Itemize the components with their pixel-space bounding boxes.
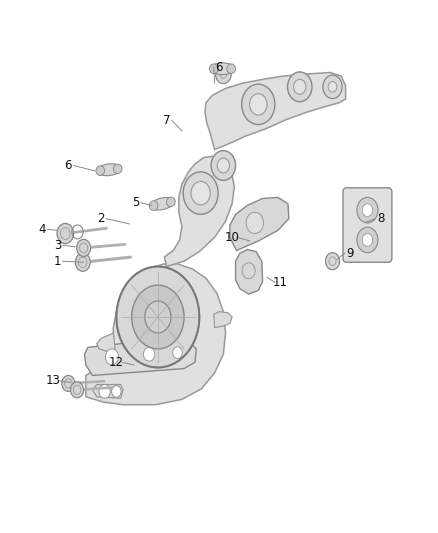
Circle shape bbox=[173, 347, 182, 359]
Text: 6: 6 bbox=[65, 159, 72, 172]
Circle shape bbox=[112, 385, 121, 397]
Circle shape bbox=[211, 151, 236, 180]
Ellipse shape bbox=[97, 164, 121, 176]
Polygon shape bbox=[86, 264, 226, 405]
Circle shape bbox=[215, 64, 231, 84]
Text: 7: 7 bbox=[163, 114, 170, 127]
Ellipse shape bbox=[166, 197, 175, 207]
Polygon shape bbox=[236, 249, 263, 294]
Circle shape bbox=[71, 382, 84, 398]
Ellipse shape bbox=[211, 63, 234, 75]
Circle shape bbox=[62, 375, 75, 391]
Ellipse shape bbox=[209, 64, 218, 74]
Circle shape bbox=[77, 239, 91, 256]
Text: 9: 9 bbox=[346, 247, 354, 260]
Text: 1: 1 bbox=[54, 255, 61, 268]
Circle shape bbox=[145, 301, 171, 333]
Text: 10: 10 bbox=[225, 231, 240, 244]
Circle shape bbox=[288, 72, 312, 102]
Circle shape bbox=[99, 384, 110, 398]
Ellipse shape bbox=[96, 166, 105, 175]
Circle shape bbox=[217, 158, 230, 173]
Text: 3: 3 bbox=[54, 239, 61, 252]
Polygon shape bbox=[85, 338, 196, 375]
Polygon shape bbox=[164, 156, 234, 266]
Ellipse shape bbox=[113, 164, 122, 174]
Circle shape bbox=[328, 82, 337, 92]
Circle shape bbox=[117, 266, 199, 368]
Text: 2: 2 bbox=[97, 212, 105, 225]
Circle shape bbox=[75, 253, 90, 271]
Circle shape bbox=[106, 349, 119, 365]
Text: 8: 8 bbox=[377, 212, 384, 225]
Circle shape bbox=[362, 233, 373, 246]
Text: 4: 4 bbox=[39, 223, 46, 236]
Text: 5: 5 bbox=[132, 196, 140, 209]
Circle shape bbox=[144, 348, 155, 361]
Polygon shape bbox=[205, 72, 346, 150]
Polygon shape bbox=[230, 197, 289, 251]
Circle shape bbox=[57, 223, 74, 244]
Circle shape bbox=[357, 197, 378, 223]
Circle shape bbox=[323, 75, 342, 99]
Ellipse shape bbox=[150, 197, 174, 210]
Circle shape bbox=[242, 84, 275, 125]
Polygon shape bbox=[92, 384, 123, 398]
Circle shape bbox=[183, 172, 218, 214]
Circle shape bbox=[357, 227, 378, 253]
FancyBboxPatch shape bbox=[343, 188, 392, 262]
Circle shape bbox=[325, 253, 339, 270]
Circle shape bbox=[362, 204, 373, 216]
Text: 12: 12 bbox=[109, 356, 124, 369]
Ellipse shape bbox=[227, 64, 236, 74]
Circle shape bbox=[246, 212, 264, 233]
Text: 13: 13 bbox=[46, 374, 60, 387]
Circle shape bbox=[191, 181, 210, 205]
Circle shape bbox=[293, 79, 306, 94]
Polygon shape bbox=[214, 312, 232, 328]
Text: 6: 6 bbox=[215, 61, 223, 74]
Ellipse shape bbox=[149, 201, 158, 211]
Text: 11: 11 bbox=[272, 276, 288, 289]
Polygon shape bbox=[97, 333, 115, 352]
Circle shape bbox=[250, 94, 267, 115]
Circle shape bbox=[132, 285, 184, 349]
